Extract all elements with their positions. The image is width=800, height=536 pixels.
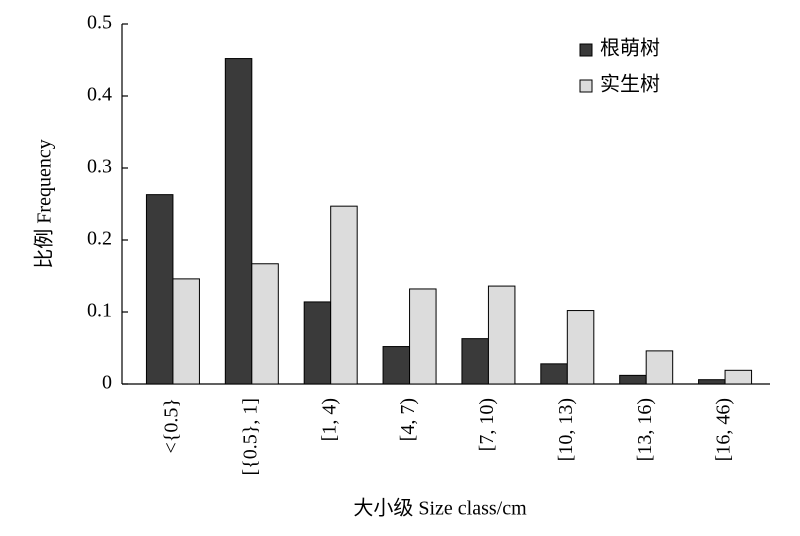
- y-axis-title: 比例 Frequency: [33, 139, 56, 268]
- y-tick-label: 0.3: [87, 156, 112, 178]
- legend-swatch: [579, 79, 593, 93]
- y-tick-label: 0: [102, 372, 112, 394]
- bar: [382, 346, 411, 385]
- bar: [698, 379, 726, 385]
- x-tick-label: [13, 16): [634, 398, 656, 461]
- x-axis-title: 大小级 Size class/cm: [353, 497, 527, 520]
- bar: [145, 194, 174, 385]
- y-tick-label: 0.2: [87, 228, 112, 250]
- x-tick-label: [10, 13): [555, 398, 577, 461]
- bar: [461, 338, 489, 385]
- bar: [645, 350, 674, 385]
- bar: [540, 363, 568, 385]
- x-tick-label: <{0.5}: [161, 398, 183, 453]
- x-tick-label: [7, 10): [476, 398, 498, 451]
- bar: [251, 263, 279, 385]
- bar: [487, 285, 516, 385]
- bar: [619, 374, 647, 385]
- bar: [409, 288, 437, 385]
- x-tick-label: [16, 46): [713, 398, 735, 461]
- y-tick-label: 0.4: [87, 84, 112, 106]
- bar: [330, 205, 358, 385]
- bar: [224, 58, 253, 385]
- y-tick-label: 0.5: [87, 12, 112, 34]
- bar: [303, 301, 332, 385]
- x-tick-label: [{0.5}, 1]: [239, 398, 261, 476]
- x-tick-label: [4, 7): [397, 398, 419, 441]
- bar: [566, 310, 595, 385]
- legend-swatch: [579, 43, 593, 57]
- x-tick-label: [1, 4): [318, 398, 340, 441]
- bar: [724, 369, 753, 385]
- bar: [172, 278, 200, 385]
- legend-label: 实生树: [600, 73, 660, 96]
- y-tick-label: 0.1: [87, 300, 112, 322]
- legend-label: 根萌树: [600, 37, 660, 60]
